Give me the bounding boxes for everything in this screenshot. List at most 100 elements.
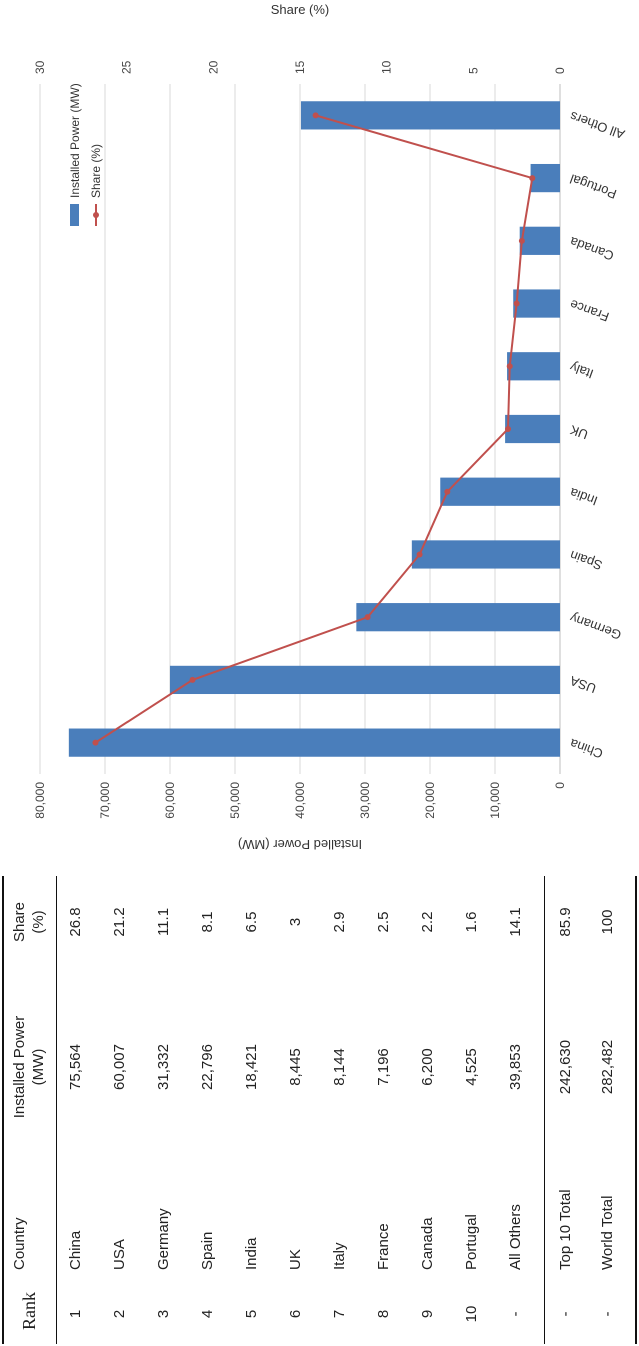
header-share-line1: Share	[11, 901, 28, 943]
x-tick-label: UK	[568, 422, 590, 442]
table-bottom-rule	[635, 876, 637, 1344]
x-tick-label: Portugal	[568, 171, 619, 202]
cell-power: 8,144	[331, 1048, 348, 1086]
share-point	[513, 300, 520, 307]
cell-country: UK	[287, 1249, 304, 1270]
cell-country: India	[243, 1237, 260, 1270]
cell-rank: 8	[375, 1309, 392, 1319]
y2-tick-label: 5	[466, 67, 480, 74]
legend-swatch-bar	[70, 204, 79, 226]
y-tick-label: 0	[553, 782, 567, 789]
x-tick-label: China	[567, 736, 605, 762]
x-tick-label: Canada	[567, 234, 616, 264]
y-tick-label: 80,000	[33, 782, 47, 819]
header-power: Installed Power (MW)	[10, 1002, 48, 1132]
x-tick-label: All Others	[567, 108, 626, 142]
cell-share: 85.9	[557, 907, 574, 937]
header-power-line1: Installed Power	[11, 1015, 28, 1119]
share-point	[189, 676, 196, 683]
share-point	[529, 175, 536, 182]
table-row: 8 France 7,196 2.5	[370, 876, 398, 1344]
table-row: 5 India 18,421 6.5	[238, 876, 266, 1344]
share-point	[505, 426, 511, 432]
y-tick-label: 30,000	[358, 782, 372, 819]
bar	[68, 728, 560, 757]
cell-power: 31,332	[155, 1044, 172, 1090]
share-point	[312, 112, 319, 119]
y2-tick-label: 0	[553, 67, 567, 74]
y2-tick-label: 25	[120, 60, 134, 74]
table-row: 9 Canada 6,200 2.2	[414, 876, 442, 1344]
cell-power: 60,007	[111, 1044, 128, 1090]
y2-tick-label: 30	[33, 60, 47, 74]
table-top-rule	[2, 876, 4, 1344]
cell-country: Top 10 Total	[557, 1189, 574, 1270]
cell-country: Canada	[419, 1217, 436, 1270]
cell-power: 22,796	[199, 1044, 216, 1090]
cell-share: 11.1	[155, 907, 172, 937]
share-point	[444, 488, 451, 495]
cell-country: All Others	[507, 1204, 524, 1270]
x-tick-label: Spain	[568, 548, 604, 573]
x-tick-label: Italy	[567, 359, 595, 381]
cell-power: 6,200	[419, 1048, 436, 1086]
cell-rank: -	[599, 1311, 616, 1317]
cell-rank: 10	[463, 1305, 480, 1323]
cell-rank: 2	[111, 1309, 128, 1319]
cell-rank: 9	[419, 1309, 436, 1319]
cell-share: 2.9	[331, 911, 348, 933]
table-total-row: - World Total 282,482 100	[594, 876, 622, 1344]
wind-power-chart: 0 10,000 20,000 30,000 40,000 50,000 60,000 70,…	[33, 2, 627, 852]
cell-power: 18,421	[243, 1044, 260, 1090]
cell-country: Portugal	[463, 1214, 480, 1270]
cell-country: USA	[111, 1239, 128, 1270]
cell-share: 26.8	[67, 907, 84, 937]
y2-tick-label: 15	[293, 60, 307, 74]
y-tick-label: 50,000	[228, 782, 242, 819]
cell-share: 8.1	[199, 911, 216, 933]
bar	[507, 352, 560, 381]
bar	[530, 163, 561, 193]
table-row: 2 USA 60,007 21.2	[106, 876, 134, 1344]
cell-rank: 5	[243, 1309, 260, 1319]
cell-power: 282,482	[599, 1039, 616, 1095]
cell-rank: 7	[331, 1309, 348, 1319]
combo-chart-svg: 0 10,000 20,000 30,000 40,000 50,000 60,000 70,…	[33, 2, 627, 852]
cell-power: 4,525	[463, 1048, 480, 1086]
x-tick-label: India	[567, 485, 599, 509]
table-totals-rule	[544, 876, 545, 1344]
bar	[513, 289, 561, 318]
table-header-rule	[56, 876, 57, 1344]
header-rank: Rank	[19, 1292, 39, 1330]
y-axis-label: Installed Power (MW)	[238, 837, 362, 852]
cell-share: 14.1	[507, 907, 524, 937]
cell-power: 8,445	[287, 1048, 304, 1086]
table-row: - All Others 39,853 14.1	[502, 876, 530, 1344]
table-total-row: - Top 10 Total 242,630 85.9	[552, 876, 580, 1344]
bar	[440, 477, 560, 506]
y-tick-label: 10,000	[488, 782, 502, 819]
header-country: Country	[11, 1217, 28, 1270]
y-tick-label: 20,000	[423, 782, 437, 819]
y2-tick-label: 20	[206, 60, 220, 74]
cell-country: France	[375, 1223, 392, 1270]
x-tick-label: Germany	[567, 610, 623, 643]
cell-rank: 3	[155, 1309, 172, 1319]
share-point	[364, 614, 371, 621]
bar	[519, 226, 561, 255]
table-row: 6 UK 8,445 3	[282, 876, 310, 1344]
bar	[356, 603, 561, 632]
share-point	[416, 551, 423, 558]
cell-country: Italy	[331, 1242, 348, 1270]
cell-share: 6.5	[243, 911, 260, 933]
cell-power: 242,630	[557, 1039, 574, 1095]
cell-country: China	[67, 1230, 84, 1270]
y2-axis-label: Share (%)	[271, 2, 330, 17]
share-point	[92, 739, 99, 746]
cell-power: 39,853	[507, 1044, 524, 1090]
cell-rank: 4	[199, 1309, 216, 1319]
bar	[300, 101, 560, 130]
share-point	[506, 363, 513, 370]
bar	[169, 665, 560, 695]
